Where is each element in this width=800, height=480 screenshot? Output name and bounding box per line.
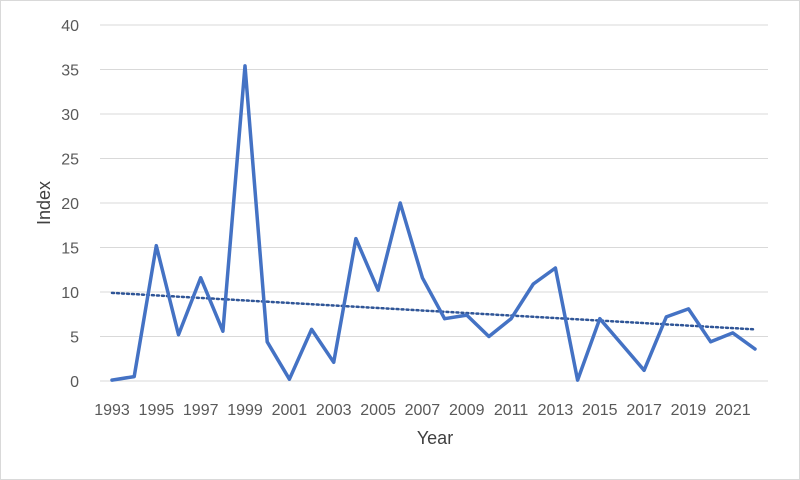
data-point	[354, 237, 358, 241]
x-tick-label: 2007	[405, 402, 441, 419]
x-tick-label: 1999	[227, 402, 263, 419]
y-axis-title: Index	[34, 181, 54, 225]
data-point	[221, 329, 225, 333]
data-point	[332, 360, 336, 364]
data-point	[620, 343, 624, 347]
x-tick-label: 2011	[494, 402, 529, 419]
data-point	[686, 307, 690, 311]
data-point	[398, 201, 402, 205]
data-point	[553, 266, 557, 270]
data-point	[709, 340, 713, 344]
data-points	[110, 64, 757, 382]
data-point	[598, 317, 602, 321]
data-point	[376, 288, 380, 292]
x-tick-label: 1997	[183, 402, 219, 419]
x-tick-label: 2019	[671, 402, 707, 419]
data-point	[265, 340, 269, 344]
data-point	[177, 333, 181, 337]
data-point	[753, 347, 757, 351]
x-tick-label: 1993	[94, 402, 130, 419]
data-point	[199, 276, 203, 280]
x-tick-label: 2013	[538, 402, 574, 419]
data-point	[420, 276, 424, 280]
data-point	[576, 378, 580, 382]
x-axis-tick-labels: 1993 1995 1997 1999 2001 2003 2005 2007 2009 2011…	[94, 402, 751, 419]
y-tick-label: 40	[61, 18, 79, 35]
data-point	[110, 378, 114, 382]
y-tick-label: 25	[61, 152, 79, 169]
x-tick-label: 2001	[272, 402, 308, 419]
y-axis-tick-labels: 0 5 10 15 20 25 30 35 40	[61, 18, 79, 391]
data-point	[154, 244, 158, 248]
y-tick-label: 35	[61, 63, 79, 80]
y-tick-label: 15	[61, 241, 79, 258]
data-point	[731, 331, 735, 335]
x-tick-label: 2015	[582, 402, 618, 419]
data-point	[531, 282, 535, 286]
data-point	[310, 327, 314, 331]
gridlines	[100, 24, 768, 382]
x-tick-label: 2009	[449, 402, 485, 419]
x-tick-label: 2017	[626, 402, 662, 419]
data-point	[132, 375, 136, 379]
data-point	[642, 368, 646, 372]
y-tick-label: 5	[70, 330, 79, 347]
data-point	[465, 313, 469, 317]
y-tick-label: 20	[61, 196, 79, 213]
data-point	[664, 315, 668, 319]
data-point	[487, 335, 491, 338]
x-tick-label: 2003	[316, 402, 352, 419]
data-point	[509, 317, 513, 321]
series-line	[110, 64, 757, 382]
y-tick-label: 0	[70, 374, 79, 391]
x-tick-label: 2005	[360, 402, 396, 419]
y-tick-label: 30	[61, 107, 79, 124]
x-tick-label: 1995	[139, 402, 175, 419]
data-point	[443, 317, 447, 321]
x-axis-title: Year	[417, 428, 453, 448]
linear-trendline	[110, 291, 757, 331]
x-tick-label: 2021	[715, 402, 751, 419]
data-point	[287, 377, 291, 381]
data-point	[243, 64, 247, 68]
y-tick-label: 10	[61, 285, 79, 302]
